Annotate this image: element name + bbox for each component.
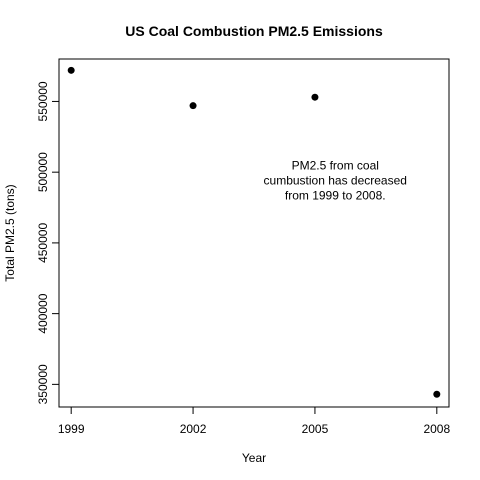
x-tick-label: 2002 [180, 422, 207, 436]
data-points [67, 66, 441, 398]
y-tick-label: 550000 [36, 81, 50, 121]
chart-title: US Coal Combustion PM2.5 Emissions [125, 23, 383, 39]
y-tick-label: 450000 [36, 223, 50, 263]
data-point [67, 66, 75, 74]
y-tick-label: 500000 [36, 152, 50, 192]
annotation-line: PM2.5 from coal [292, 158, 379, 172]
x-tick-label: 2005 [302, 422, 329, 436]
data-point [311, 93, 319, 101]
annotation-line: cumbustion has decreased [264, 173, 407, 187]
plot-frame [58, 58, 450, 408]
data-point [189, 102, 197, 110]
y-axis: 350000 400000 450000 500000 550000 [36, 81, 60, 404]
data-point [433, 390, 441, 398]
x-tick-label: 2008 [423, 422, 450, 436]
x-tick-label: 1999 [58, 422, 85, 436]
x-axis: 1999 2002 2005 2008 [58, 406, 450, 436]
y-axis-label: Total PM2.5 (tons) [3, 184, 17, 281]
y-tick-label: 400000 [36, 293, 50, 333]
annotation-line: from 1999 to 2008. [285, 188, 386, 202]
y-tick-label: 350000 [36, 364, 50, 404]
x-axis-label: Year [242, 451, 266, 465]
